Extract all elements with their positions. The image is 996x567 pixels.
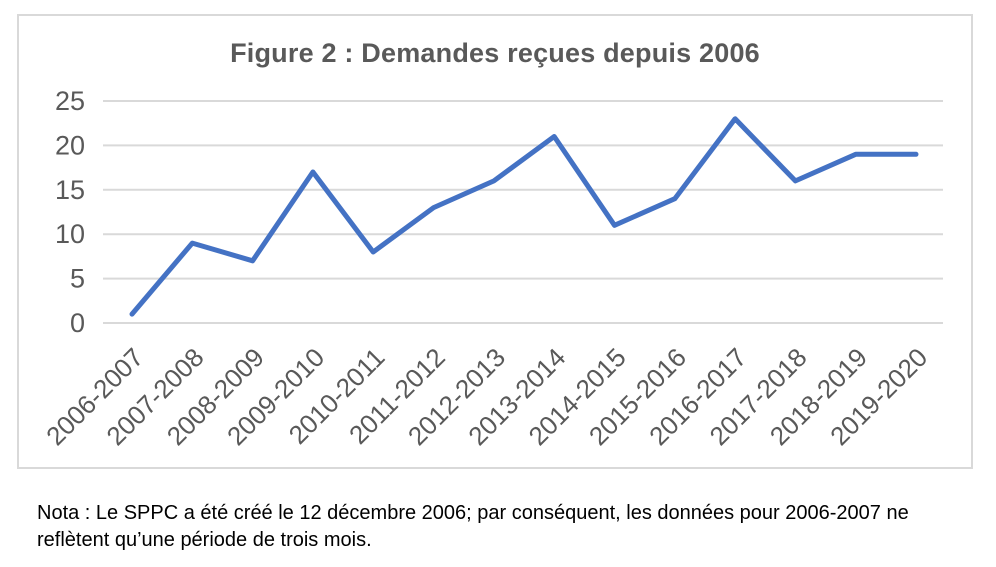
y-tick-label: 25	[55, 86, 85, 116]
data-line	[129, 116, 919, 317]
y-tick-label: 15	[55, 175, 85, 205]
y-tick-label: 10	[55, 219, 85, 249]
y-tick-label: 5	[70, 264, 85, 294]
figure-note: Nota : Le SPPC a été créé le 12 décembre…	[37, 502, 909, 551]
chart-frame: 0 5 10 15 20 25 2006-2007 2007-2008 2008-2009 200…	[17, 14, 973, 469]
y-tick-label: 0	[70, 308, 85, 338]
line-chart: 05101520252006-20072007-20082008-2009200…	[40, 86, 943, 451]
y-tick-label: 20	[55, 130, 85, 160]
chart-title: Figure 2 : Demandes reçues depuis 2006	[230, 38, 760, 68]
